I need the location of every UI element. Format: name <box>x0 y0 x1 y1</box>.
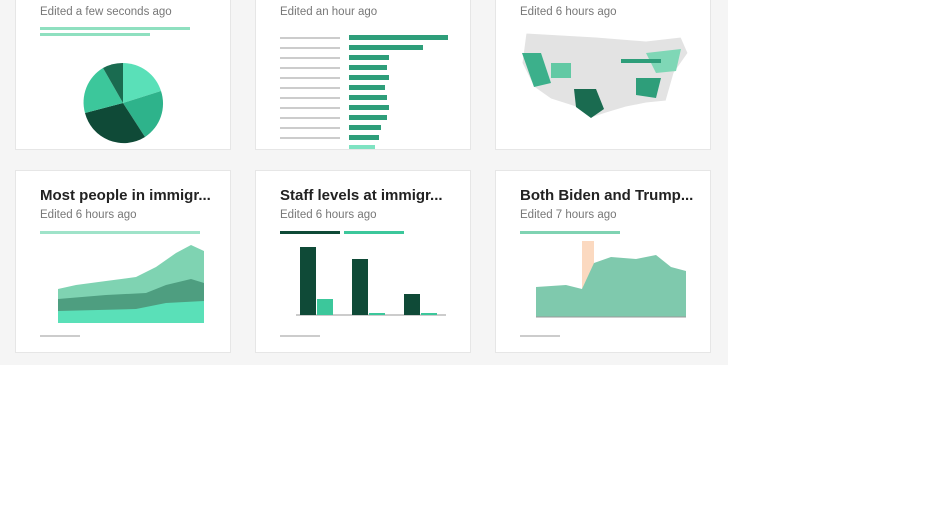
edited-time: Edited 7 hours ago <box>520 209 617 221</box>
thumbnail <box>280 231 446 337</box>
thumbnail <box>40 231 204 337</box>
chart-card[interactable]: Edited 6 hours ago <box>495 0 711 150</box>
card-title: Both Biden and Trump... <box>520 187 694 204</box>
edited-time: Edited 6 hours ago <box>40 209 137 221</box>
thumbnail <box>520 231 686 337</box>
chart-card[interactable]: Most people in immigr... Edited 6 hours … <box>15 170 231 353</box>
edited-time: Edited 6 hours ago <box>280 209 377 221</box>
chart-card[interactable]: Edited a few seconds ago <box>15 0 231 150</box>
edited-time: Edited an hour ago <box>280 6 378 18</box>
thumbnail <box>40 27 190 144</box>
chart-card[interactable]: Edited an hour ago <box>255 0 471 150</box>
edited-time: Edited a few seconds ago <box>40 6 172 18</box>
chart-card[interactable]: Both Biden and Trump... Edited 7 hours a… <box>495 170 711 353</box>
thumbnail <box>521 32 689 119</box>
chart-card[interactable]: Staff levels at immigr... Edited 6 hours… <box>255 170 471 353</box>
card-title: Staff levels at immigr... <box>280 187 443 204</box>
card-title: Most people in immigr... <box>40 187 211 204</box>
thumbnail <box>280 35 448 149</box>
edited-time: Edited 6 hours ago <box>520 6 617 18</box>
